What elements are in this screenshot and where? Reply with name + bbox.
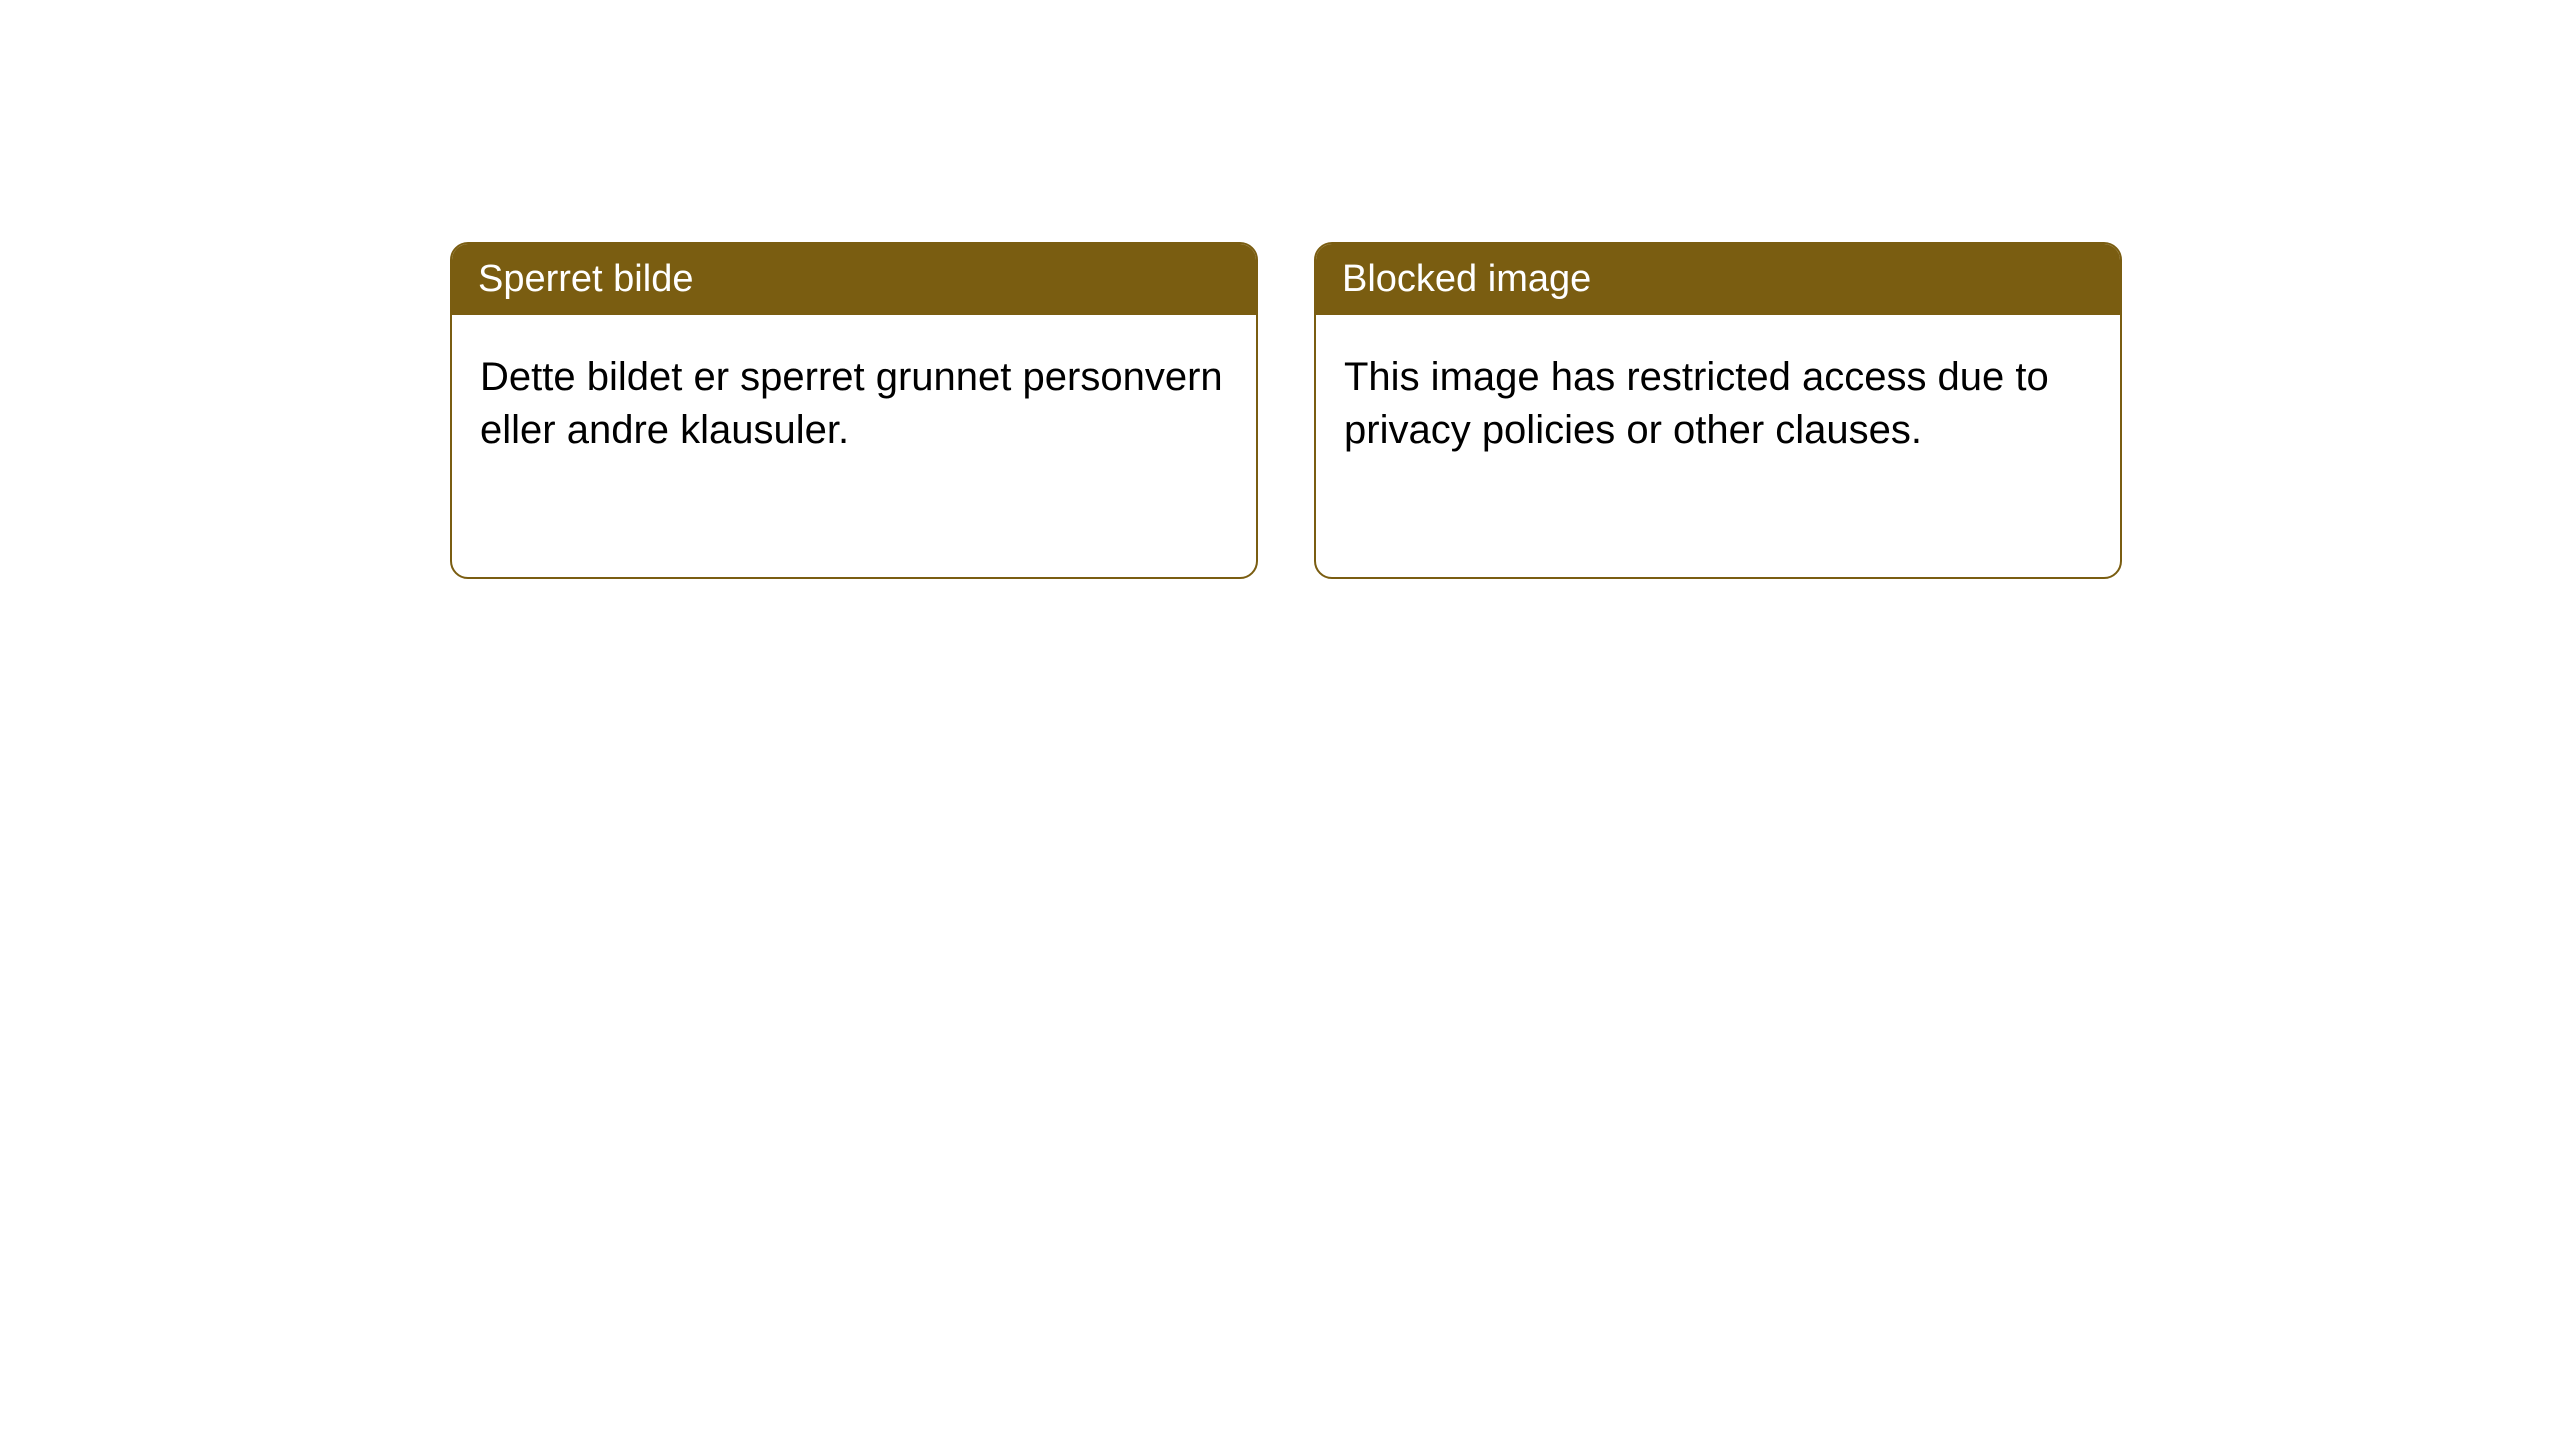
notice-title-norwegian: Sperret bilde [452, 244, 1256, 315]
notice-card-english: Blocked image This image has restricted … [1314, 242, 2122, 579]
notice-title-english: Blocked image [1316, 244, 2120, 315]
notice-container: Sperret bilde Dette bildet er sperret gr… [0, 0, 2560, 579]
notice-card-norwegian: Sperret bilde Dette bildet er sperret gr… [450, 242, 1258, 579]
notice-body-english: This image has restricted access due to … [1316, 315, 2120, 493]
notice-body-norwegian: Dette bildet er sperret grunnet personve… [452, 315, 1256, 493]
